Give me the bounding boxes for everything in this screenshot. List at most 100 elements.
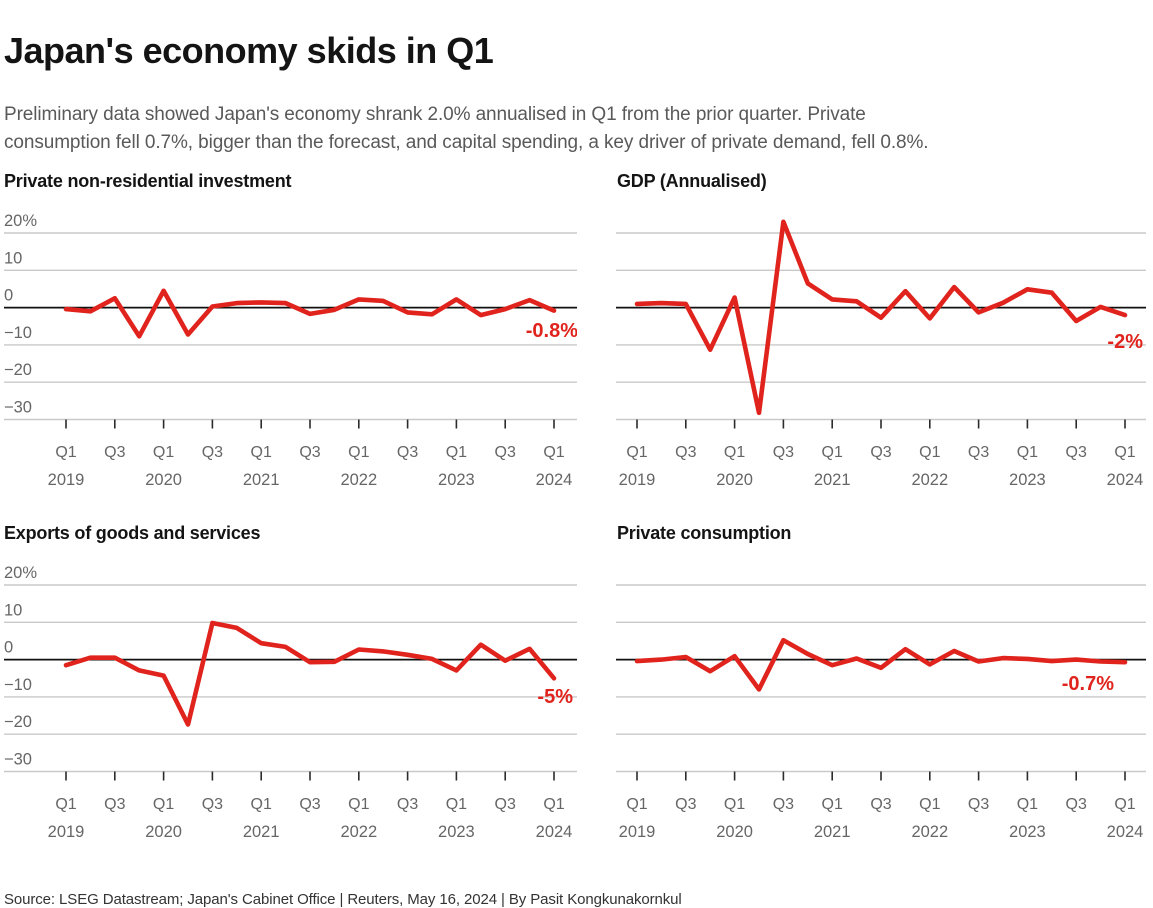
x-axis-quarter-label: Q1: [55, 796, 76, 813]
x-axis-quarter-label: Q1: [55, 444, 76, 461]
chart-title-private-investment: Private non-residential investment: [4, 171, 292, 191]
y-axis-label: −20: [4, 361, 32, 379]
y-axis-label: −20: [4, 713, 32, 731]
x-axis-quarter-label: Q1: [1017, 444, 1038, 461]
x-axis-quarter-label: Q3: [675, 444, 696, 461]
x-axis-year-label: 2022: [911, 823, 948, 841]
y-axis-label: 10: [4, 601, 22, 619]
x-axis-year-label: 2020: [716, 471, 753, 489]
x-axis-year-label: 2021: [814, 823, 851, 841]
x-axis-quarter-label: Q1: [919, 796, 940, 813]
chart-canvas: Q1 2019 Q3 Q1 2020 Q3 Q1 2021 Q3 Q1 2022 Q3 Q1 2023 Q3…: [616, 584, 1146, 841]
x-axis-quarter-label: Q3: [1066, 796, 1087, 813]
x-axis-year-label: 2024: [1107, 471, 1144, 489]
x-axis-quarter-label: Q1: [543, 796, 564, 813]
x-axis-quarter-label: Q3: [299, 444, 320, 461]
x-axis-quarter-label: Q1: [626, 796, 647, 813]
x-axis-quarter-label: Q3: [870, 796, 891, 813]
x-axis-quarter-label: Q3: [299, 796, 320, 813]
x-axis-year-label: 2023: [1009, 823, 1046, 841]
x-axis-year-label: 2019: [619, 471, 656, 489]
x-axis-quarter-label: Q1: [153, 444, 174, 461]
x-axis-quarter-label: Q3: [397, 444, 418, 461]
page-subtitle: Preliminary data showed Japan's economy …: [4, 101, 1124, 157]
x-axis-quarter-label: Q1: [251, 444, 272, 461]
x-axis-quarter-label: Q1: [251, 796, 272, 813]
y-axis-label: 0: [4, 287, 13, 305]
x-axis-year-label: 2021: [243, 471, 280, 489]
x-axis-quarter-label: Q3: [968, 444, 989, 461]
x-axis-year-label: 2020: [145, 823, 182, 841]
chart-canvas: 20% 10 0 −10 −20 −30 Q1 2019 Q3 Q1 2020 Q3 Q1 2021 Q3 Q…: [4, 212, 586, 489]
x-axis-year-label: 2019: [48, 471, 85, 489]
x-axis-quarter-label: Q3: [870, 444, 891, 461]
x-axis-quarter-label: Q1: [543, 444, 564, 461]
x-axis-quarter-label: Q3: [968, 796, 989, 813]
x-axis-year-label: 2022: [911, 471, 948, 489]
x-axis-quarter-label: Q1: [1114, 796, 1135, 813]
x-axis-quarter-label: Q1: [724, 796, 745, 813]
x-axis-year-label: 2023: [1009, 471, 1046, 489]
x-axis-quarter-label: Q3: [495, 796, 516, 813]
x-axis-quarter-label: Q1: [153, 796, 174, 813]
chart-title-gdp: GDP (Annualised): [617, 171, 767, 191]
page-title: Japan's economy skids in Q1: [4, 30, 494, 72]
x-axis-year-label: 2023: [438, 471, 475, 489]
chart-canvas: 20% 10 0 −10 −20 −30 Q1 2019 Q3 Q1 2020 Q3 Q1 2021 Q3 Q…: [4, 564, 586, 841]
source-credit-line: Source: LSEG Datastream; Japan's Cabinet…: [4, 891, 682, 908]
latest-value-label: -0.8%: [526, 320, 577, 342]
x-axis-quarter-label: Q1: [822, 444, 843, 461]
y-axis-label: −30: [4, 399, 32, 417]
chart-title-consumption: Private consumption: [617, 523, 792, 543]
chart-private-investment: 20% 10 0 −10 −20 −30 Q1 2019 Q3 Q1 2020 Q3 Q1 2021 Q3 Q…: [0, 207, 586, 507]
series-line: [63, 620, 557, 727]
x-axis-quarter-label: Q1: [348, 444, 369, 461]
chart-title-exports: Exports of goods and services: [4, 523, 261, 543]
x-axis-quarter-label: Q3: [773, 796, 794, 813]
x-axis-year-label: 2022: [340, 823, 377, 841]
latest-value-label: -0.7%: [1062, 673, 1114, 695]
chart-gdp: Q1 2019 Q3 Q1 2020 Q3 Q1 2021 Q3 Q1 2022 Q3 Q1 2023 Q3…: [577, 207, 1153, 507]
x-axis-year-label: 2020: [716, 823, 753, 841]
x-axis-quarter-label: Q1: [919, 444, 940, 461]
series-line: [634, 637, 1128, 692]
x-axis-year-label: 2022: [340, 471, 377, 489]
chart-exports: 20% 10 0 −10 −20 −30 Q1 2019 Q3 Q1 2020 Q3 Q1 2021 Q3 Q…: [0, 559, 586, 859]
x-axis-quarter-label: Q3: [104, 444, 125, 461]
subtitle-line-1: Preliminary data showed Japan's economy …: [4, 104, 866, 125]
x-axis-quarter-label: Q3: [773, 444, 794, 461]
y-axis-label: −10: [4, 324, 32, 342]
x-axis-quarter-label: Q1: [348, 796, 369, 813]
x-axis-quarter-label: Q1: [626, 444, 647, 461]
x-axis-quarter-label: Q1: [822, 796, 843, 813]
x-axis-quarter-label: Q3: [495, 444, 516, 461]
x-axis-quarter-label: Q1: [1017, 796, 1038, 813]
x-axis-year-label: 2024: [1107, 823, 1144, 841]
x-axis-quarter-label: Q3: [1066, 444, 1087, 461]
y-axis-label: −10: [4, 676, 32, 694]
x-axis-year-label: 2019: [619, 823, 656, 841]
x-axis-quarter-label: Q3: [202, 796, 223, 813]
x-axis-year-label: 2021: [243, 823, 280, 841]
x-axis-quarter-label: Q1: [1114, 444, 1135, 461]
x-axis-quarter-label: Q1: [446, 444, 467, 461]
y-axis-label: 20%: [4, 564, 37, 582]
x-axis-year-label: 2019: [48, 823, 85, 841]
subtitle-line-2: consumption fell 0.7%, bigger than the f…: [4, 132, 929, 153]
x-axis-year-label: 2023: [438, 823, 475, 841]
x-axis-year-label: 2024: [536, 823, 573, 841]
x-axis-quarter-label: Q1: [446, 796, 467, 813]
x-axis-quarter-label: Q1: [724, 444, 745, 461]
y-axis-label: 20%: [4, 212, 37, 230]
y-axis-label: 10: [4, 249, 22, 267]
series-line: [634, 219, 1128, 416]
y-axis-label: 0: [4, 639, 13, 657]
latest-value-label: -5%: [537, 686, 573, 708]
chart-canvas: Q1 2019 Q3 Q1 2020 Q3 Q1 2021 Q3 Q1 2022 Q3 Q1 2023 Q3…: [616, 219, 1146, 489]
x-axis-quarter-label: Q3: [202, 444, 223, 461]
x-axis-year-label: 2024: [536, 471, 573, 489]
series-line: [63, 288, 557, 339]
x-axis-quarter-label: Q3: [397, 796, 418, 813]
y-axis-label: −30: [4, 751, 32, 769]
